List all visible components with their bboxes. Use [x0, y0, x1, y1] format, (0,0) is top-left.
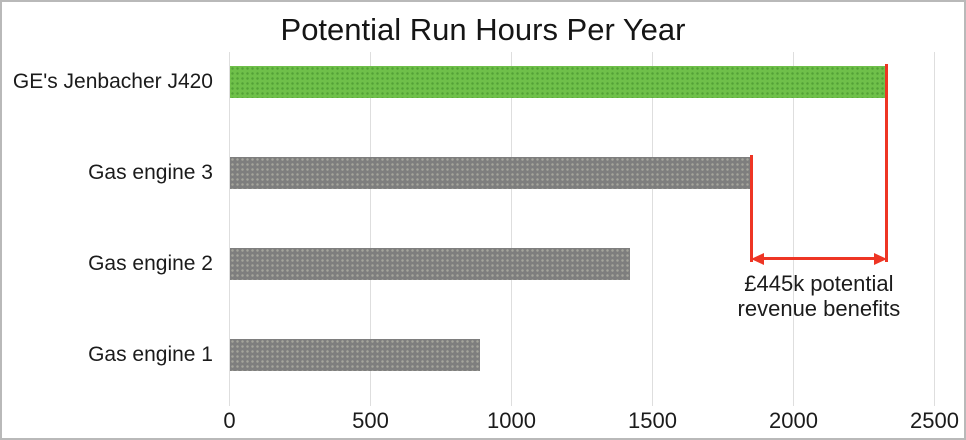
- gridline: [934, 52, 935, 406]
- y-category-label: Gas engine 1: [88, 343, 213, 366]
- gridline: [370, 52, 371, 406]
- x-tick-label: 0: [223, 408, 236, 433]
- x-tick-label: 500: [352, 408, 389, 433]
- gridline: [511, 52, 512, 406]
- annotation-vline-right: [885, 64, 889, 262]
- gridline: [229, 52, 230, 406]
- arrow-head-right-icon: [873, 252, 887, 265]
- gridline: [793, 52, 794, 406]
- annotation-text: £445k potential revenue benefits: [738, 271, 901, 321]
- bar-gas-engine-2: [229, 248, 630, 280]
- arrow-head-left-icon: [751, 252, 765, 265]
- bar-gas-engine-3: [229, 157, 752, 189]
- annotation-vline-left: [749, 155, 753, 262]
- x-tick-label: 2500: [910, 408, 959, 433]
- bar-ge-s-jenbacher-j420: [229, 66, 887, 98]
- bar-gas-engine-1: [229, 339, 481, 371]
- annotation-text-line1: £445k potential: [744, 271, 894, 296]
- y-category-label: Gas engine 3: [88, 161, 213, 184]
- gridline: [652, 52, 653, 406]
- y-category-label: Gas engine 2: [88, 252, 213, 275]
- x-tick-label: 1000: [487, 408, 536, 433]
- x-tick-label: 1500: [628, 408, 677, 433]
- y-category-label: GE's Jenbacher J420: [12, 70, 213, 93]
- x-tick-label: 2000: [769, 408, 818, 433]
- annotation-text-line2: revenue benefits: [737, 296, 901, 321]
- annotation-arrow-line: [762, 257, 876, 260]
- chart-title: Potential Run Hours Per Year: [280, 12, 686, 47]
